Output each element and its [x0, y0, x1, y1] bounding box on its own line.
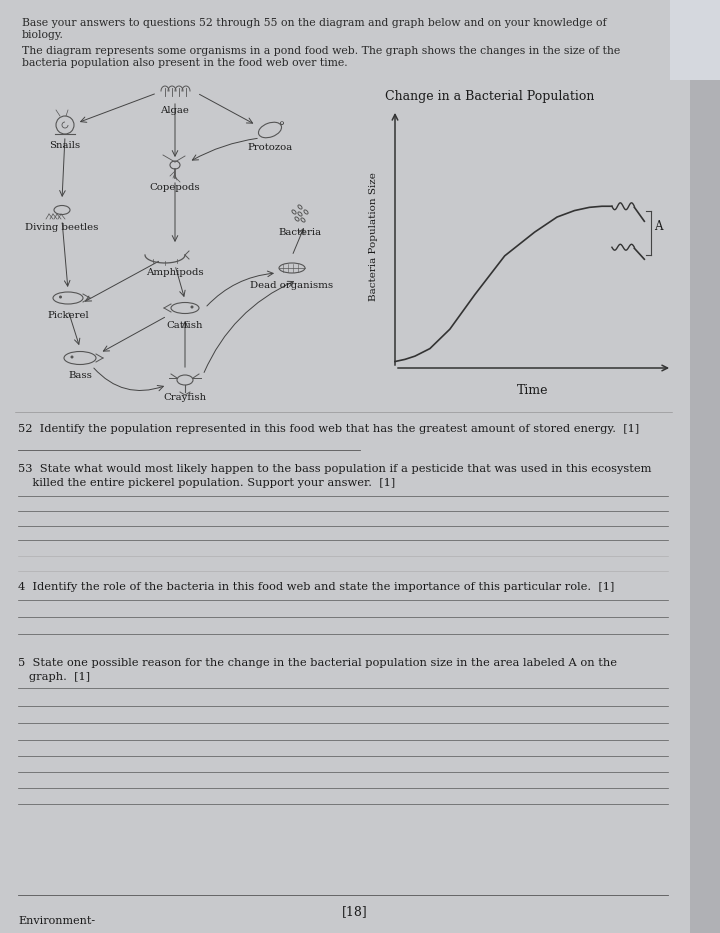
Text: Snails: Snails — [50, 141, 81, 150]
Bar — [690, 0, 720, 933]
Text: Change in a Bacterial Population: Change in a Bacterial Population — [385, 90, 595, 103]
Text: Time: Time — [517, 384, 549, 397]
Text: graph.  [1]: graph. [1] — [18, 672, 90, 682]
Text: Pickerel: Pickerel — [48, 311, 89, 320]
Text: Base your answers to questions 52 through 55 on the diagram and graph below and : Base your answers to questions 52 throug… — [22, 18, 607, 28]
Text: A: A — [654, 219, 663, 232]
Text: Diving beetles: Diving beetles — [25, 223, 99, 232]
Text: The diagram represents some organisms in a pond food web. The graph shows the ch: The diagram represents some organisms in… — [22, 46, 620, 56]
Text: Catfish: Catfish — [167, 321, 203, 330]
Text: Bass: Bass — [68, 371, 92, 380]
Text: biology.: biology. — [22, 30, 64, 40]
Text: 4  Identify the role of the bacteria in this food web and state the importance o: 4 Identify the role of the bacteria in t… — [18, 582, 614, 592]
Text: [18]: [18] — [342, 905, 368, 918]
Text: Environment-: Environment- — [18, 916, 95, 926]
Text: Dead organisms: Dead organisms — [251, 281, 333, 290]
Text: 52  Identify the population represented in this food web that has the greatest a: 52 Identify the population represented i… — [18, 424, 639, 434]
Text: Algae: Algae — [161, 106, 189, 115]
Circle shape — [191, 305, 194, 309]
Text: Amphipods: Amphipods — [146, 268, 204, 277]
Text: bacteria population also present in the food web over time.: bacteria population also present in the … — [22, 58, 348, 68]
Circle shape — [71, 355, 73, 358]
Text: Copepods: Copepods — [150, 183, 200, 192]
Text: Crayfish: Crayfish — [163, 393, 207, 402]
Circle shape — [59, 296, 62, 299]
Text: killed the entire pickerel population. Support your answer.  [1]: killed the entire pickerel population. S… — [18, 478, 395, 488]
Text: Bacteria: Bacteria — [279, 228, 322, 237]
Text: Protozoa: Protozoa — [248, 143, 292, 152]
Text: 5  State one possible reason for the change in the bacterial population size in : 5 State one possible reason for the chan… — [18, 658, 617, 668]
Bar — [670, 0, 720, 80]
Text: Bacteria Population Size: Bacteria Population Size — [369, 172, 377, 301]
Text: 53  State what would most likely happen to the bass population if a pesticide th: 53 State what would most likely happen t… — [18, 464, 652, 474]
